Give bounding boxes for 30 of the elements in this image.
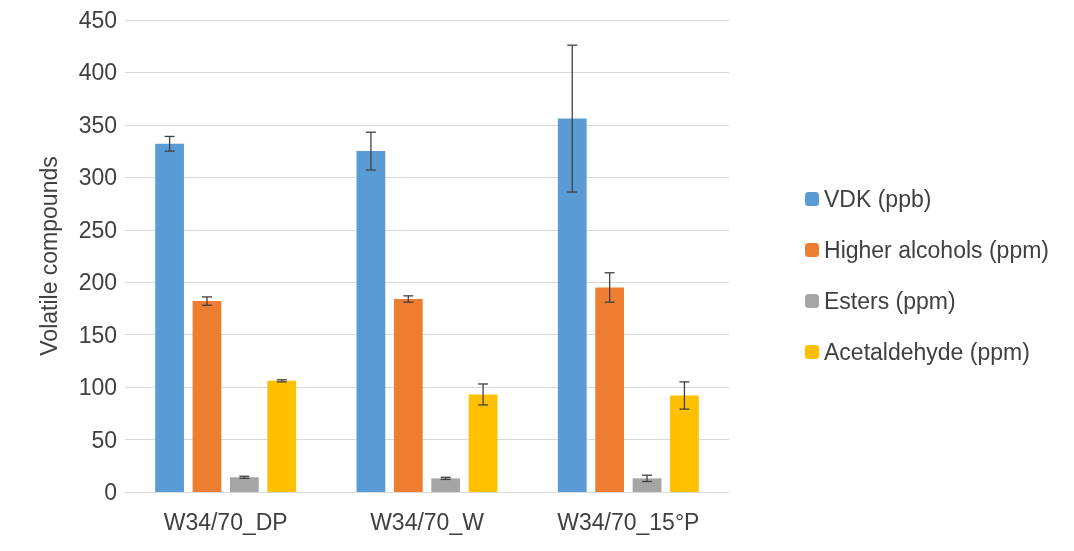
x-tick-label: W34/70_15°P: [557, 508, 700, 535]
bar: [192, 301, 222, 492]
bar: [468, 394, 498, 492]
bar: [267, 380, 297, 492]
legend-label: Higher alcohols (ppm): [824, 237, 1049, 263]
bar: [393, 299, 423, 492]
y-tick-label: 150: [78, 321, 117, 348]
y-tick-label: 350: [78, 111, 117, 138]
legend-label: VDK (ppb): [824, 186, 932, 212]
y-tick-label: 300: [78, 164, 117, 191]
bar: [229, 477, 259, 492]
x-tick-label: W34/70_DP: [163, 508, 288, 535]
y-tick-label: 450: [78, 7, 117, 33]
y-tick-label: 200: [78, 269, 117, 296]
bar: [632, 478, 662, 492]
legend-label: Acetaldehyde (ppm): [824, 339, 1030, 365]
y-axis-title: Volatile compounds: [35, 156, 62, 356]
bar: [595, 287, 625, 492]
bar: [356, 151, 386, 492]
bar: [670, 395, 699, 492]
y-tick-label: 50: [91, 426, 117, 453]
bar: [431, 478, 461, 492]
bar: [557, 118, 587, 492]
y-tick-label: 0: [104, 479, 117, 505]
legend-label: Esters (ppm): [824, 288, 956, 314]
y-tick-label: 400: [78, 59, 117, 86]
bar: [155, 143, 184, 492]
y-tick-label: 100: [78, 374, 117, 401]
x-tick-label: W34/70_W: [370, 508, 485, 535]
y-tick-label: 250: [78, 216, 117, 243]
